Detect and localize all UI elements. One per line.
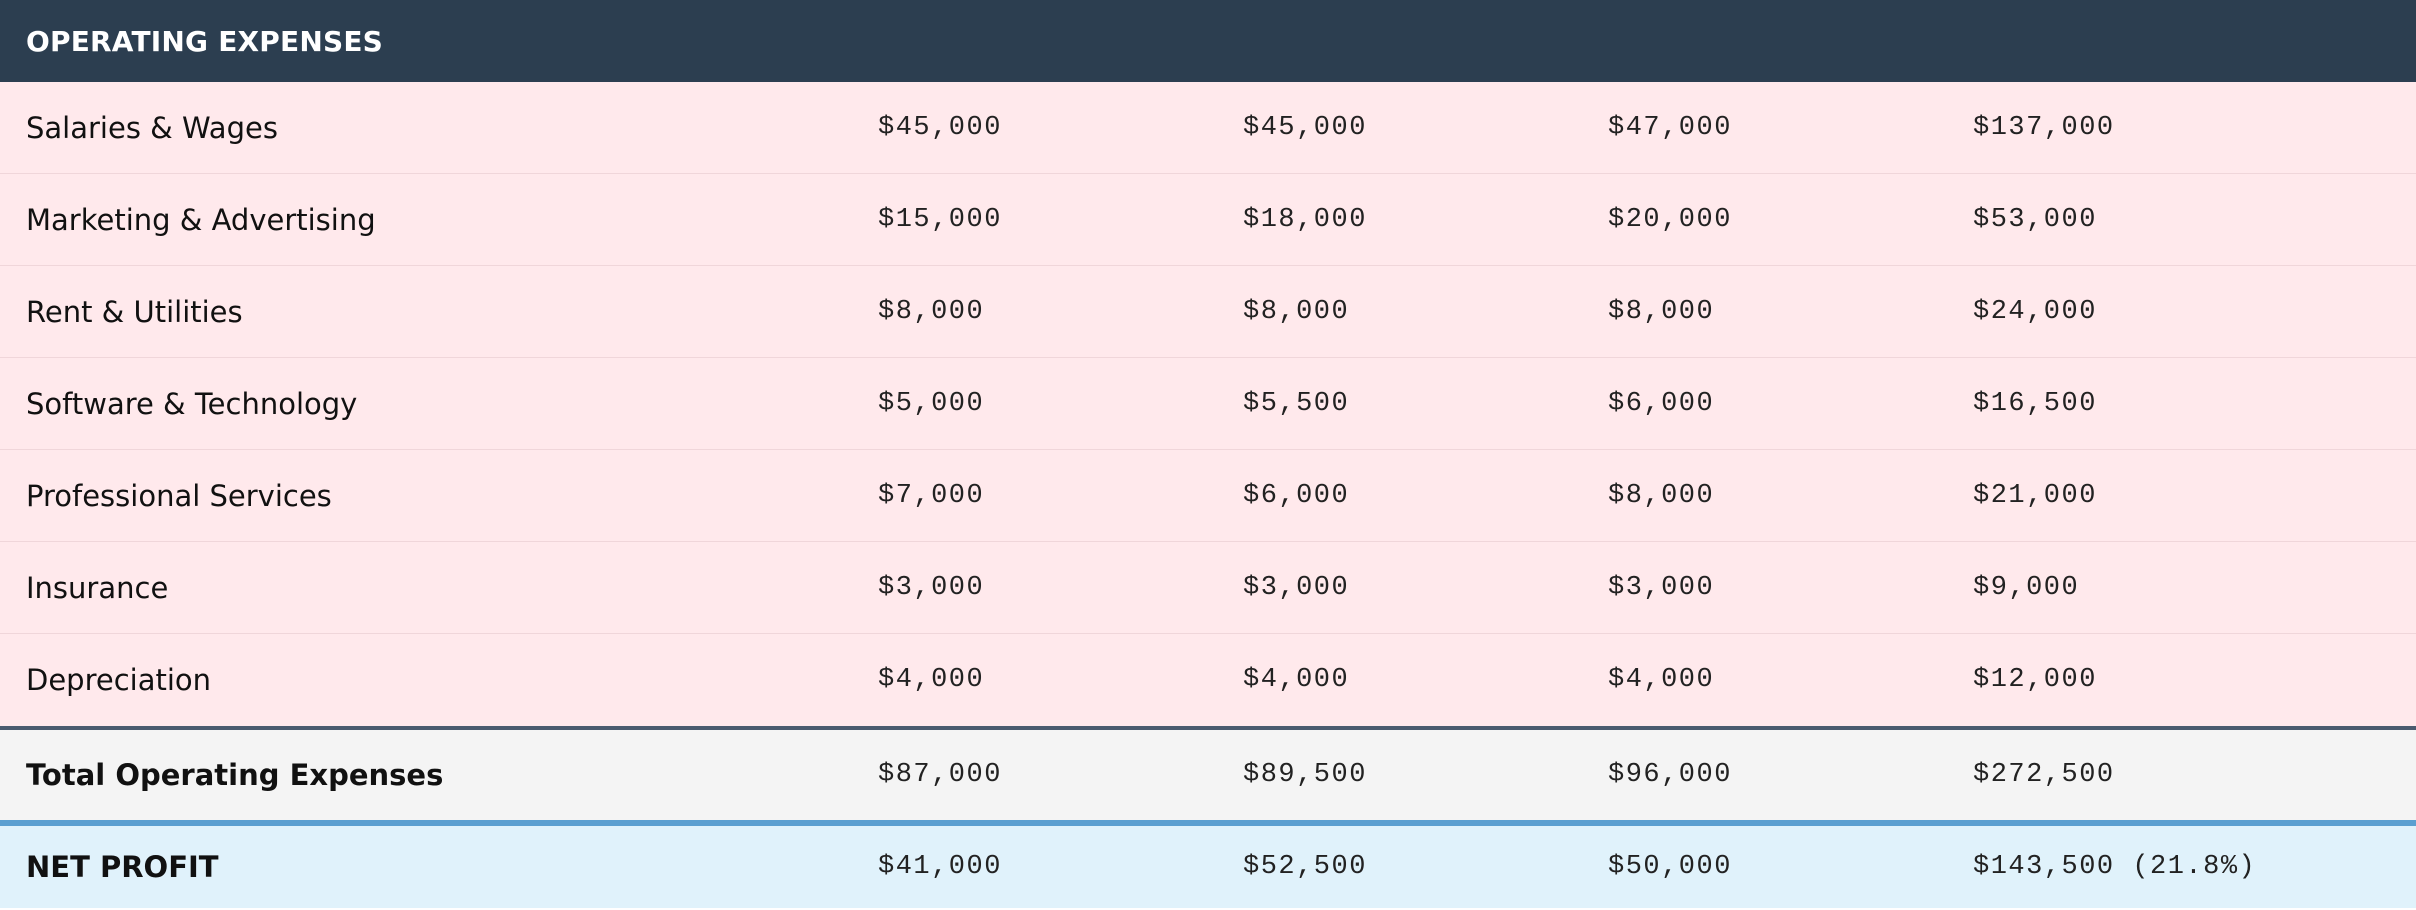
row-value: $45,000 [878, 112, 1002, 143]
row-total-value: $137,000 [1973, 112, 2115, 143]
row-label: Software & Technology [26, 386, 358, 421]
row-total-value: $16,500 [1973, 388, 2097, 419]
row-value: $4,000 [878, 665, 985, 695]
net-profit-grand-value: $143,500 (21.8%) [1973, 852, 2257, 882]
row-total-value: $9,000 [1973, 572, 2080, 603]
row-value: $8,000 [878, 296, 985, 327]
table-row: Professional Services $7,000 $6,000 $8,0… [0, 450, 2416, 542]
row-label: Professional Services [26, 478, 332, 513]
net-profit-label: NET PROFIT [26, 850, 219, 884]
table-row: Depreciation $4,000 $4,000 $4,000 $12,00… [0, 634, 2416, 726]
row-label: Depreciation [26, 663, 212, 697]
row-value: $6,000 [1243, 480, 1350, 511]
table-row: Software & Technology $5,000 $5,500 $6,0… [0, 358, 2416, 450]
net-profit-value: $52,500 [1243, 852, 1367, 882]
row-value: $47,000 [1608, 112, 1732, 143]
net-profit-value: $41,000 [878, 852, 1002, 882]
total-value: $89,500 [1243, 760, 1367, 790]
row-value: $8,000 [1608, 296, 1715, 327]
row-total-value: $53,000 [1973, 204, 2097, 235]
section-header: OPERATING EXPENSES [0, 0, 2416, 82]
row-value: $3,000 [878, 572, 985, 603]
row-value: $3,000 [1243, 572, 1350, 603]
row-total-value: $12,000 [1973, 665, 2097, 695]
row-value: $7,000 [878, 480, 985, 511]
row-total-value: $21,000 [1973, 480, 2097, 511]
total-grand-value: $272,500 [1973, 760, 2115, 790]
row-label: Rent & Utilities [26, 294, 243, 329]
row-value: $18,000 [1243, 204, 1367, 235]
total-operating-expenses-row: Total Operating Expenses $87,000 $89,500… [0, 726, 2416, 820]
row-value: $8,000 [1243, 296, 1350, 327]
section-title: OPERATING EXPENSES [26, 24, 384, 58]
total-label: Total Operating Expenses [26, 758, 444, 792]
row-label: Insurance [26, 570, 169, 605]
table-row: Salaries & Wages $45,000 $45,000 $47,000… [0, 82, 2416, 174]
row-value: $4,000 [1608, 665, 1715, 695]
net-profit-row: NET PROFIT $41,000 $52,500 $50,000 $143,… [0, 820, 2416, 908]
row-total-value: $24,000 [1973, 296, 2097, 327]
row-value: $5,000 [878, 388, 985, 419]
table-row: Rent & Utilities $8,000 $8,000 $8,000 $2… [0, 266, 2416, 358]
row-value: $5,500 [1243, 388, 1350, 419]
row-label: Marketing & Advertising [26, 202, 376, 237]
net-profit-value: $50,000 [1608, 852, 1732, 882]
row-value: $20,000 [1608, 204, 1732, 235]
row-value: $8,000 [1608, 480, 1715, 511]
row-value: $4,000 [1243, 665, 1350, 695]
row-value: $6,000 [1608, 388, 1715, 419]
table-row: Marketing & Advertising $15,000 $18,000 … [0, 174, 2416, 266]
row-value: $15,000 [878, 204, 1002, 235]
table-row: Insurance $3,000 $3,000 $3,000 $9,000 [0, 542, 2416, 634]
row-label: Salaries & Wages [26, 110, 278, 145]
total-value: $87,000 [878, 760, 1002, 790]
row-value: $3,000 [1608, 572, 1715, 603]
total-value: $96,000 [1608, 760, 1732, 790]
row-value: $45,000 [1243, 112, 1367, 143]
